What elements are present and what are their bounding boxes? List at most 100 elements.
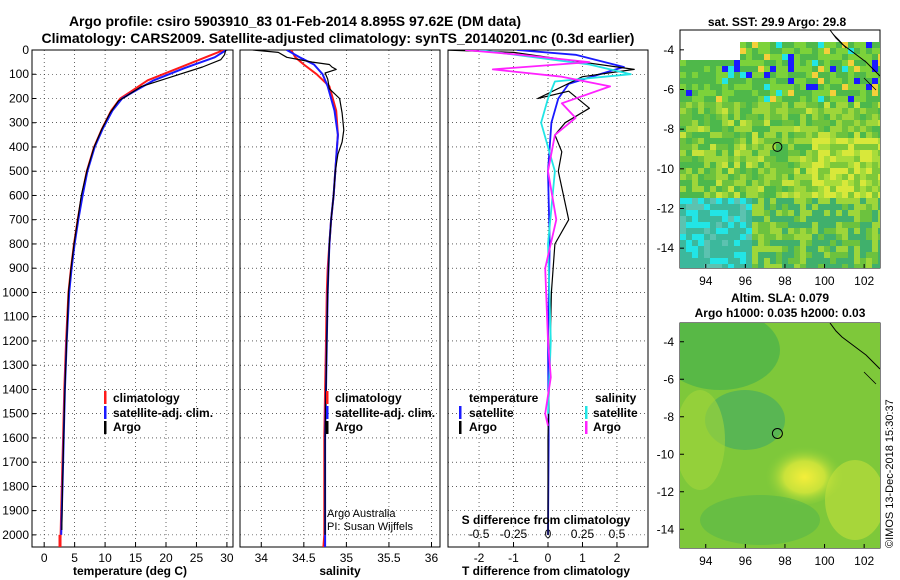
sst-cell [854, 54, 860, 60]
sst-cell [824, 138, 830, 144]
sst-cell [806, 234, 812, 240]
sst-cell [836, 258, 842, 264]
sst-cell [782, 54, 788, 60]
sst-cell [692, 126, 698, 132]
sst-cell [824, 198, 830, 204]
sst-cell [728, 138, 734, 144]
sst-cell [770, 168, 776, 174]
sst-cell [788, 66, 794, 72]
sst-cell [806, 102, 812, 108]
sst-cell [818, 228, 824, 234]
sst-cell [794, 186, 800, 192]
sst-cell [878, 252, 880, 258]
sst-cell [842, 108, 848, 114]
sst-cell [782, 150, 788, 156]
sst-cell [800, 78, 806, 84]
sst-cell [716, 258, 722, 264]
sst-cell [842, 198, 848, 204]
sst-cell [872, 150, 878, 156]
sst-cell [878, 240, 880, 246]
sst-cell [800, 60, 806, 66]
sst-cell [716, 234, 722, 240]
sst-cell [734, 174, 740, 180]
sst-cell [692, 246, 698, 252]
sst-cell [770, 246, 776, 252]
map-y-tick-label: -12 [657, 202, 675, 216]
sst-cell [872, 234, 878, 240]
x-tick-label: 0 [41, 551, 48, 565]
sst-cell [776, 168, 782, 174]
sst-cell [830, 84, 836, 90]
sst-cell [752, 162, 758, 168]
x-tick-label: 36 [425, 551, 439, 565]
sst-cell [716, 222, 722, 228]
sst-cell [866, 90, 872, 96]
sst-cell [782, 132, 788, 138]
sst-cell [734, 198, 740, 204]
x-tick-label: 10 [98, 551, 112, 565]
sst-cell [806, 150, 812, 156]
sst-cell [878, 144, 880, 150]
s-tick-label: -0.25 [500, 527, 528, 541]
sst-cell [788, 204, 794, 210]
sst-cell [734, 180, 740, 186]
sst-cell [818, 234, 824, 240]
x-tick-label: 34.5 [292, 551, 316, 565]
sst-cell [854, 198, 860, 204]
sst-cell [734, 240, 740, 246]
sst-cell [716, 180, 722, 186]
sst-cell [728, 198, 734, 204]
sst-cell [716, 138, 722, 144]
sst-cell [812, 60, 818, 66]
sst-cell [782, 204, 788, 210]
sst-cell [758, 258, 764, 264]
sst-cell [794, 240, 800, 246]
sst-cell [758, 72, 764, 78]
sst-cell [806, 240, 812, 246]
sst-cell [848, 240, 854, 246]
sst-cell [830, 240, 836, 246]
sst-cell [812, 138, 818, 144]
sst-cell [722, 246, 728, 252]
sst-cell [698, 108, 704, 114]
sst-cell [770, 258, 776, 264]
sst-cell [848, 264, 854, 268]
sst-cell [722, 60, 728, 66]
sst-cell [764, 78, 770, 84]
sst-cell [752, 126, 758, 132]
sst-cell [722, 222, 728, 228]
depth-tick-label: 1600 [2, 431, 29, 445]
sst-cell [680, 246, 686, 252]
sst-cell [860, 180, 866, 186]
sst-cell [698, 258, 704, 264]
sst-cell [752, 66, 758, 72]
sst-cell [698, 228, 704, 234]
map-x-tick-label: 96 [739, 554, 753, 568]
sst-cell [716, 216, 722, 222]
sst-cell [680, 72, 686, 78]
sst-cell [806, 204, 812, 210]
sst-cell [800, 48, 806, 54]
sst-cell [680, 228, 686, 234]
sst-cell [722, 114, 728, 120]
sst-cell [764, 144, 770, 150]
sst-cell [830, 186, 836, 192]
sst-cell [842, 144, 848, 150]
sst-cell [872, 78, 878, 84]
sst-cell [860, 216, 866, 222]
sst-cell [734, 60, 740, 66]
sst-cell [710, 96, 716, 102]
sst-cell [836, 72, 842, 78]
sst-cell [806, 108, 812, 114]
sst-cell [812, 192, 818, 198]
depth-tick-label: 200 [9, 91, 29, 105]
sst-cell [782, 108, 788, 114]
sst-cell [878, 42, 880, 48]
sla-low-anomaly [700, 495, 820, 545]
sst-cell [836, 126, 842, 132]
sst-cell [752, 108, 758, 114]
sst-cell [800, 246, 806, 252]
sst-cell [866, 102, 872, 108]
sst-cell [722, 180, 728, 186]
sst-cell [824, 234, 830, 240]
